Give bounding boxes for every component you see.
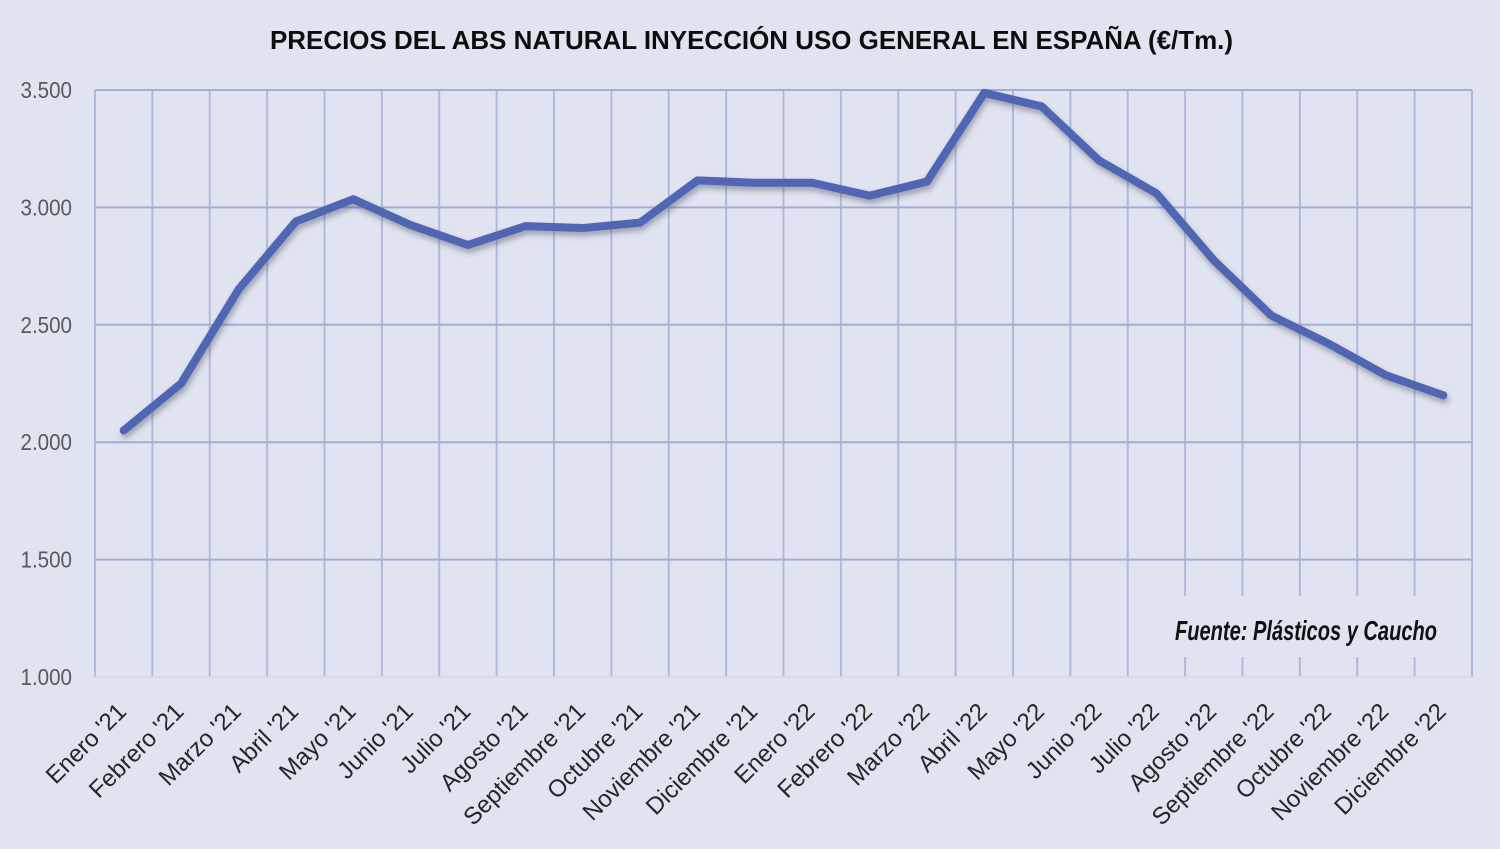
- svg-text:Fuente: Plásticos y Caucho: Fuente: Plásticos y Caucho: [1175, 615, 1437, 646]
- svg-text:2.000: 2.000: [21, 429, 73, 455]
- svg-text:1.000: 1.000: [21, 664, 73, 690]
- svg-text:PRECIOS DEL ABS NATURAL INYECC: PRECIOS DEL ABS NATURAL INYECCIÓN USO GE…: [270, 25, 1233, 55]
- svg-text:1.500: 1.500: [21, 547, 73, 573]
- svg-text:3.500: 3.500: [21, 77, 73, 103]
- svg-text:3.000: 3.000: [21, 194, 73, 220]
- svg-text:2.500: 2.500: [21, 312, 73, 338]
